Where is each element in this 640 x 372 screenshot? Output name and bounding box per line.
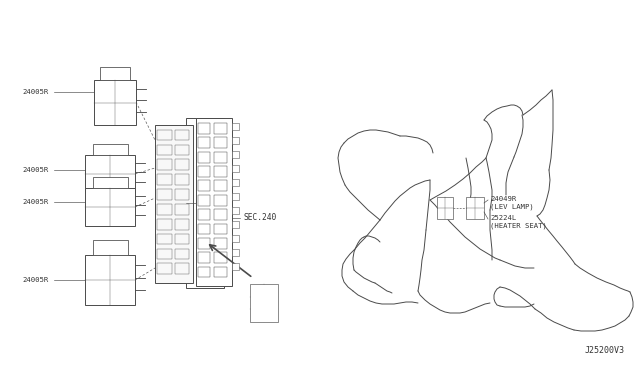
Bar xyxy=(175,160,189,170)
Bar xyxy=(198,252,211,263)
Bar xyxy=(157,204,172,215)
Bar xyxy=(198,166,211,177)
Bar xyxy=(175,248,189,259)
Bar xyxy=(186,118,224,288)
Bar xyxy=(157,248,172,259)
Bar xyxy=(198,123,211,134)
Bar xyxy=(198,137,211,148)
Bar xyxy=(232,207,239,214)
Bar xyxy=(175,189,189,200)
Bar xyxy=(214,152,227,163)
Bar xyxy=(157,189,172,200)
Bar xyxy=(85,155,135,193)
Bar xyxy=(214,267,227,278)
Bar xyxy=(196,118,232,286)
Bar xyxy=(157,234,172,244)
Bar xyxy=(157,219,172,230)
Bar xyxy=(214,180,227,191)
Bar xyxy=(157,263,172,274)
Bar xyxy=(85,188,135,226)
Bar xyxy=(214,137,227,148)
Bar xyxy=(232,123,239,130)
Bar xyxy=(214,252,227,263)
Text: J25200V3: J25200V3 xyxy=(585,346,625,355)
Bar xyxy=(232,137,239,144)
Bar xyxy=(157,145,172,155)
Bar xyxy=(232,263,239,270)
Bar xyxy=(250,284,278,322)
Bar xyxy=(198,152,211,163)
Text: 24005R: 24005R xyxy=(22,277,48,283)
Bar xyxy=(214,238,227,248)
Bar xyxy=(175,174,189,185)
Bar xyxy=(232,151,239,158)
Bar xyxy=(198,180,211,191)
Bar xyxy=(198,209,211,220)
Bar xyxy=(232,179,239,186)
Bar xyxy=(232,249,239,256)
Bar xyxy=(93,144,127,155)
Bar xyxy=(214,123,227,134)
Bar xyxy=(214,195,227,206)
Bar xyxy=(214,224,227,234)
Text: 24005R: 24005R xyxy=(22,89,48,95)
Bar xyxy=(232,235,239,242)
Bar xyxy=(175,204,189,215)
Bar xyxy=(198,267,211,278)
Text: SEC.240: SEC.240 xyxy=(244,214,277,222)
Bar xyxy=(85,255,135,305)
Text: 25224L
(HEATER SEAT): 25224L (HEATER SEAT) xyxy=(490,215,547,229)
Bar xyxy=(157,130,172,141)
Bar xyxy=(175,234,189,244)
Bar xyxy=(198,238,211,248)
Bar xyxy=(94,80,136,125)
Text: 24005R: 24005R xyxy=(22,167,48,173)
Bar xyxy=(155,125,193,283)
Bar xyxy=(100,67,130,80)
Bar xyxy=(214,209,227,220)
Bar xyxy=(198,195,211,206)
Bar xyxy=(93,240,127,255)
Bar xyxy=(466,197,484,219)
Bar xyxy=(232,221,239,228)
Bar xyxy=(175,130,189,141)
Bar xyxy=(93,177,127,188)
Text: 24005R: 24005R xyxy=(22,199,48,205)
Bar xyxy=(232,193,239,200)
Bar xyxy=(157,174,172,185)
Bar xyxy=(157,160,172,170)
Bar xyxy=(437,197,453,219)
Bar xyxy=(214,166,227,177)
Bar xyxy=(175,145,189,155)
Bar xyxy=(232,165,239,172)
Bar xyxy=(175,219,189,230)
Bar xyxy=(175,263,189,274)
Bar xyxy=(198,224,211,234)
Text: 24049R
(LEV LAMP): 24049R (LEV LAMP) xyxy=(490,196,534,210)
